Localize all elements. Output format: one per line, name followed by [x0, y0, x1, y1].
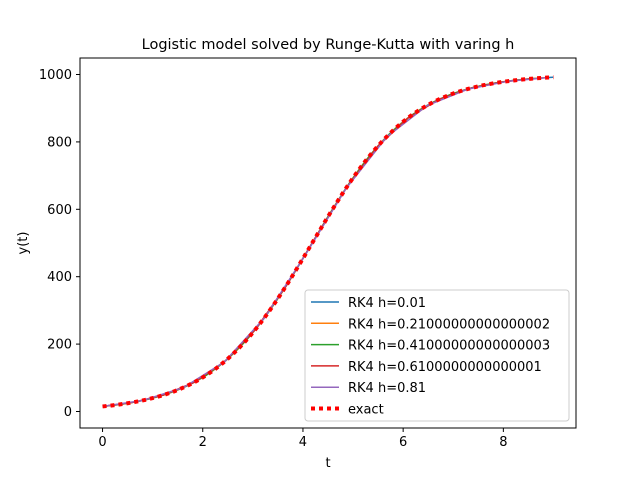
y-tick-label: 200 [47, 338, 72, 353]
y-axis: 0 200 400 600 800 1000 [39, 68, 80, 420]
legend: RK4 h=0.01 RK4 h=0.21000000000000002 RK4 h… [304, 289, 570, 422]
legend-label-0: RK4 h=0.01 [348, 296, 426, 311]
plot-area [102, 75, 554, 409]
x-tick-label: 0 [98, 435, 106, 450]
x-tick-label: 2 [199, 435, 207, 450]
legend-label-1: RK4 h=0.21000000000000002 [348, 317, 550, 332]
x-tick-label: 4 [299, 435, 307, 450]
legend-label-3: RK4 h=0.6100000000000001 [348, 360, 542, 375]
plot-frame [79, 57, 577, 429]
chart-title: Logistic model solved by Runge-Kutta wit… [142, 37, 515, 53]
x-tick-label: 8 [499, 435, 507, 450]
y-axis-label: y(t) [16, 232, 31, 255]
x-tick-label: 6 [399, 435, 407, 450]
y-tick-label: 400 [47, 270, 72, 285]
legend-label-4: RK4 h=0.81 [348, 381, 426, 396]
y-tick-label: 800 [47, 135, 72, 150]
x-axis-label: t [325, 456, 330, 471]
legend-label-5: exact [348, 403, 384, 418]
y-tick-label: 1000 [39, 68, 72, 83]
y-tick-label: 600 [47, 203, 72, 218]
legend-box [304, 289, 570, 422]
y-tick-label: 0 [64, 405, 72, 420]
legend-label-2: RK4 h=0.41000000000000003 [348, 339, 550, 354]
x-axis: 0 2 4 6 8 [98, 428, 507, 450]
